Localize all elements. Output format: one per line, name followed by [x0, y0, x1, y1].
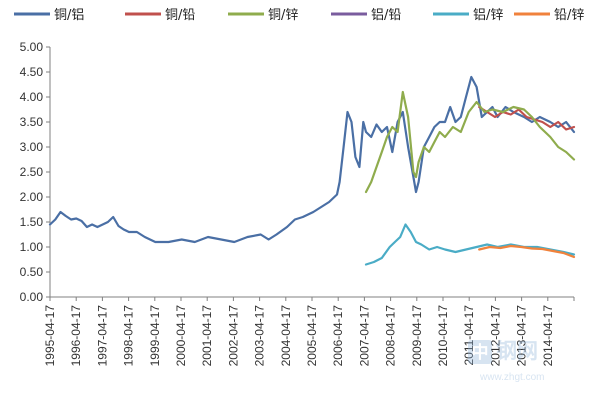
legend-label-5: 铝/锌: [473, 8, 503, 23]
x-tick-label: 2003-04-17: [253, 305, 267, 367]
x-tick-label: 2001-04-17: [200, 305, 214, 367]
x-tick-label: 2011-04-17: [462, 305, 476, 366]
series-line-6: [478, 244, 576, 259]
watermark-main: 中: [472, 342, 489, 363]
watermark-url: www.zhgt.com: [479, 372, 544, 383]
x-tick-label: 1999-04-17: [148, 305, 162, 367]
plot-area: [48, 75, 576, 266]
legend-label-2: 铜/铅: [165, 8, 195, 23]
watermark-rest: 钢网: [496, 339, 538, 363]
y-tick-label: 2.50: [20, 165, 44, 179]
watermark-box: [468, 340, 492, 364]
y-tick-label: 3.50: [20, 115, 44, 129]
x-tick-label: 2007-04-17: [357, 305, 371, 367]
series-line-5: [364, 223, 576, 266]
y-axis: 0.00 0.50 1.00 1.50 2.00 2.50 3.00 3.50 4.00 4.50…: [20, 40, 51, 304]
y-tick-label: 4.50: [20, 65, 44, 79]
x-tick-label: 2010-04-17: [436, 305, 450, 367]
legend-label-4: 铝/铅: [371, 8, 401, 23]
y-tick-label: 0.00: [20, 290, 44, 304]
y-tick-label: 3.00: [20, 140, 44, 154]
watermark-logo: 中 钢网 www.zhgt.com: [468, 339, 544, 383]
x-tick-label: 2000-04-17: [174, 305, 188, 367]
x-tick-label: 2012-04-17: [488, 305, 502, 367]
y-tick-label: 1.00: [20, 240, 44, 254]
x-tick-label: 2004-04-17: [279, 305, 293, 367]
x-tick-label: 1998-04-17: [122, 305, 136, 367]
legend-label-1: 铜/铝: [54, 8, 84, 23]
x-tick-label: 1995-04-17: [43, 305, 57, 367]
series-line-1: [48, 75, 576, 244]
y-tick-label: 5.00: [20, 40, 44, 54]
legend-label-3: 铜/锌: [268, 8, 298, 23]
y-tick-label: 0.50: [20, 265, 44, 279]
y-tick-label: 2.00: [20, 190, 44, 204]
x-tick-label: 2006-04-17: [331, 305, 345, 367]
legend: 铜/铝 铜/铅 铜/锌 铝/铅 铝/锌 铅/锌: [14, 8, 584, 23]
x-tick-label: 2008-04-17: [384, 305, 398, 367]
x-tick-label: 2014-04-17: [541, 305, 555, 367]
x-axis: 1995-04-17 1996-04-17 1997-04-17 1998-04-17…: [43, 296, 575, 367]
x-tick-label: 2002-04-17: [226, 305, 240, 367]
series-line-2: [478, 105, 576, 131]
series-line-3: [364, 90, 576, 194]
y-tick-label: 1.50: [20, 215, 44, 229]
x-tick-label: 2013-04-17: [515, 305, 529, 367]
x-tick-label: 2009-04-17: [410, 305, 424, 367]
x-tick-label: 1997-04-17: [95, 305, 109, 367]
y-tick-label: 4.00: [20, 90, 44, 104]
legend-label-6: 铅/锌: [554, 8, 584, 23]
x-tick-label: 2005-04-17: [305, 305, 319, 367]
x-tick-label: 1996-04-17: [69, 305, 83, 367]
